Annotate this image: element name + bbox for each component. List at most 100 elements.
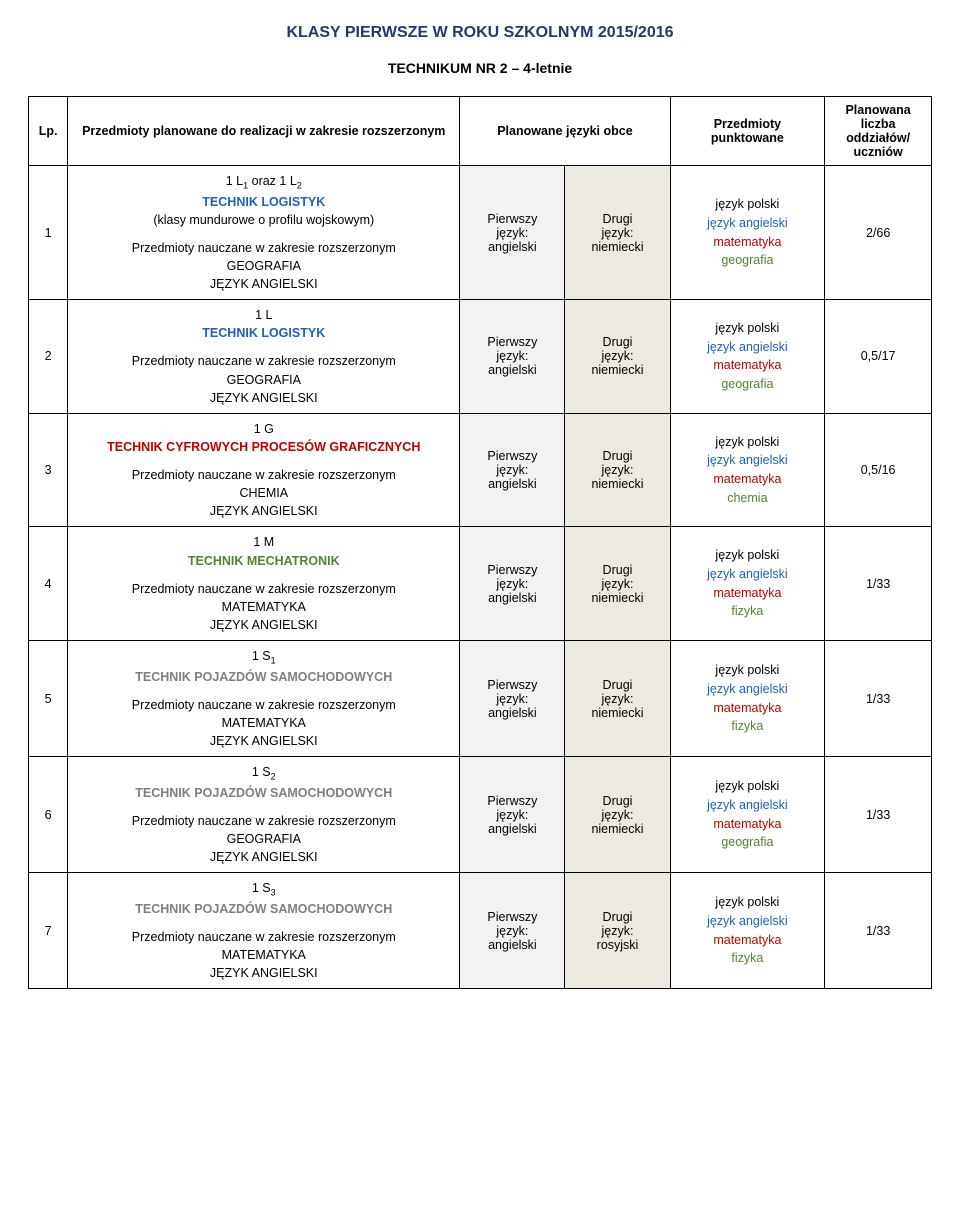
class-code: 1 S2 <box>74 763 453 784</box>
ext-subject-2: JĘZYK ANGIELSKI <box>74 275 453 293</box>
table-row: 31 GTECHNIK CYFROWYCH PROCESÓW GRAFICZNY… <box>29 413 932 527</box>
cell-subjects: język polskijęzyk angielskimatematykafiz… <box>670 641 825 757</box>
page-subtitle: TECHNIKUM NR 2 – 4-letnie <box>28 60 932 76</box>
subject-item: matematyka <box>713 358 781 372</box>
subject-item: język polski <box>715 895 779 909</box>
class-title: TECHNIK POJAZDÓW SAMOCHODOWYCH <box>74 900 453 918</box>
table-row: 41 MTECHNIK MECHATRONIKPrzedmioty naucza… <box>29 527 932 641</box>
cell-lp: 6 <box>29 757 68 873</box>
table-row: 2 1 LTECHNIK LOGISTYK Przedmioty nauczane … <box>29 300 932 414</box>
ext-subject-1: MATEMATYKA <box>74 714 453 732</box>
cell-lp: 5 <box>29 641 68 757</box>
cell-desc: 1 S1TECHNIK POJAZDÓW SAMOCHODOWYCH Przedm… <box>68 641 460 757</box>
ext-subject-1: GEOGRAFIA <box>74 257 453 275</box>
cell-second-lang: Drugijęzyk:rosyjski <box>565 873 670 989</box>
ext-subject-2: JĘZYK ANGIELSKI <box>74 848 453 866</box>
subject-item: geografia <box>721 253 773 267</box>
ext-subject-1: GEOGRAFIA <box>74 830 453 848</box>
cell-second-lang: Drugijęzyk:niemiecki <box>565 413 670 527</box>
cell-first-lang: Pierwszyjęzyk:angielski <box>460 166 565 300</box>
class-table: Lp. Przedmioty planowane do realizacji w… <box>28 96 932 989</box>
class-code: 1 G <box>74 420 453 438</box>
page-title: KLASY PIERWSZE W ROKU SZKOLNYM 2015/2016 <box>28 24 932 42</box>
class-title: TECHNIK CYFROWYCH PROCESÓW GRAFICZNYCH <box>74 438 453 456</box>
cell-subjects: język polskijęzyk angielskimatematykafiz… <box>670 873 825 989</box>
col-plan: Planowana liczba oddziałów/ uczniów <box>825 97 932 166</box>
subject-item: matematyka <box>713 586 781 600</box>
class-title: TECHNIK POJAZDÓW SAMOCHODOWYCH <box>74 668 453 686</box>
cell-first-lang: Pierwszyjęzyk:angielski <box>460 641 565 757</box>
rozszer-line: Przedmioty nauczane w zakresie rozszerzo… <box>74 928 453 946</box>
ext-subject-1: GEOGRAFIA <box>74 371 453 389</box>
cell-plan: 2/66 <box>825 166 932 300</box>
class-code: 1 L1 oraz 1 L2 <box>74 172 453 193</box>
cell-plan: 0,5/16 <box>825 413 932 527</box>
cell-lp: 2 <box>29 300 68 414</box>
cell-second-lang: Drugijęzyk:niemiecki <box>565 166 670 300</box>
subject-item: język polski <box>715 197 779 211</box>
cell-desc: 1 L1 oraz 1 L2TECHNIK LOGISTYK(klasy mun… <box>68 166 460 300</box>
cell-second-lang: Drugijęzyk:niemiecki <box>565 527 670 641</box>
cell-second-lang: Drugijęzyk:niemiecki <box>565 641 670 757</box>
class-code: 1 S1 <box>74 647 453 668</box>
table-row: 5 1 S1TECHNIK POJAZDÓW SAMOCHODOWYCH Przed… <box>29 641 932 757</box>
subject-item: matematyka <box>713 701 781 715</box>
col-lp: Lp. <box>29 97 68 166</box>
subject-item: geografia <box>721 377 773 391</box>
cell-desc: 1 MTECHNIK MECHATRONIKPrzedmioty nauczan… <box>68 527 460 641</box>
subject-item: chemia <box>727 491 767 505</box>
cell-second-lang: Drugijęzyk:niemiecki <box>565 757 670 873</box>
class-title: TECHNIK POJAZDÓW SAMOCHODOWYCH <box>74 784 453 802</box>
table-header-row: Lp. Przedmioty planowane do realizacji w… <box>29 97 932 166</box>
rozszer-line: Przedmioty nauczane w zakresie rozszerzo… <box>74 696 453 714</box>
subject-item: fizyka <box>731 719 763 733</box>
cell-first-lang: Pierwszyjęzyk:angielski <box>460 527 565 641</box>
ext-subject-2: JĘZYK ANGIELSKI <box>74 964 453 982</box>
subject-item: język angielski <box>707 453 788 467</box>
col-lang: Planowane języki obce <box>460 97 670 166</box>
rozszer-line: Przedmioty nauczane w zakresie rozszerzo… <box>74 812 453 830</box>
cell-first-lang: Pierwszyjęzyk:angielski <box>460 873 565 989</box>
cell-desc: 1 S3TECHNIK POJAZDÓW SAMOCHODOWYCHPrzedm… <box>68 873 460 989</box>
class-code: 1 L <box>74 306 453 324</box>
rozszer-line: Przedmioty nauczane w zakresie rozszerzo… <box>74 239 453 257</box>
subject-item: język angielski <box>707 914 788 928</box>
cell-subjects: język polskijęzyk angielskimatematykageo… <box>670 757 825 873</box>
cell-first-lang: Pierwszyjęzyk:angielski <box>460 757 565 873</box>
subject-item: język angielski <box>707 340 788 354</box>
rozszer-line: Przedmioty nauczane w zakresie rozszerzo… <box>74 466 453 484</box>
col-subj: Przedmioty punktowane <box>670 97 825 166</box>
table-row: 11 L1 oraz 1 L2TECHNIK LOGISTYK(klasy mu… <box>29 166 932 300</box>
subject-item: język angielski <box>707 216 788 230</box>
class-title: TECHNIK MECHATRONIK <box>74 552 453 570</box>
subject-item: język polski <box>715 435 779 449</box>
cell-desc: 1 S2TECHNIK POJAZDÓW SAMOCHODOWYCH Przedm… <box>68 757 460 873</box>
subject-item: język polski <box>715 779 779 793</box>
rozszer-line: Przedmioty nauczane w zakresie rozszerzo… <box>74 352 453 370</box>
cell-plan: 0,5/17 <box>825 300 932 414</box>
cell-first-lang: Pierwszyjęzyk:angielski <box>460 413 565 527</box>
cell-lp: 4 <box>29 527 68 641</box>
cell-subjects: język polski język angielski matematyka geo… <box>670 166 825 300</box>
ext-subject-1: MATEMATYKA <box>74 598 453 616</box>
subject-item: język angielski <box>707 682 788 696</box>
cell-plan: 1/33 <box>825 527 932 641</box>
subject-item: matematyka <box>713 472 781 486</box>
table-row: 6 1 S2TECHNIK POJAZDÓW SAMOCHODOWYCH Przed… <box>29 757 932 873</box>
col-desc: Przedmioty planowane do realizacji w zak… <box>68 97 460 166</box>
class-code: 1 M <box>74 533 453 551</box>
class-title: TECHNIK LOGISTYK <box>74 324 453 342</box>
subject-item: fizyka <box>731 604 763 618</box>
class-note: (klasy mundurowe o profilu wojskowym) <box>74 211 453 229</box>
cell-desc: 1 LTECHNIK LOGISTYK Przedmioty nauczane w… <box>68 300 460 414</box>
subject-item: język angielski <box>707 798 788 812</box>
table-row: 71 S3TECHNIK POJAZDÓW SAMOCHODOWYCHPrzed… <box>29 873 932 989</box>
cell-subjects: język polskijęzyk angielskimatematykageo… <box>670 300 825 414</box>
ext-subject-2: JĘZYK ANGIELSKI <box>74 616 453 634</box>
cell-desc: 1 GTECHNIK CYFROWYCH PROCESÓW GRAFICZNYC… <box>68 413 460 527</box>
subject-item: matematyka <box>713 235 781 249</box>
subject-item: matematyka <box>713 817 781 831</box>
subject-item: fizyka <box>731 951 763 965</box>
ext-subject-1: CHEMIA <box>74 484 453 502</box>
ext-subject-2: JĘZYK ANGIELSKI <box>74 732 453 750</box>
